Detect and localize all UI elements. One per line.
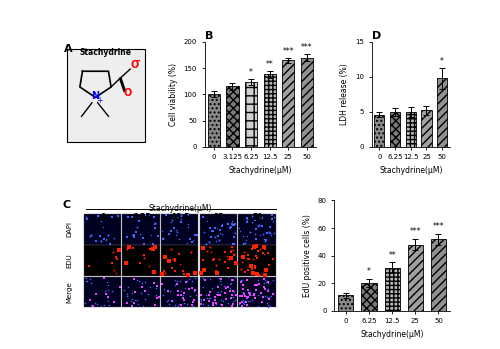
Text: 50: 50 [252,213,262,222]
Text: Stachydrine: Stachydrine [80,48,132,57]
Y-axis label: Cell viability (%): Cell viability (%) [169,63,178,126]
Text: 25: 25 [214,213,224,222]
Bar [245,82,257,147]
Bar [282,60,294,147]
Text: DAPI: DAPI [66,221,72,237]
Bar [67,49,145,141]
Text: O: O [123,88,132,98]
Bar [374,114,384,147]
Bar [238,214,276,245]
Text: -: - [136,56,140,66]
Text: EDU: EDU [66,253,72,268]
Bar [301,58,313,147]
Text: A: A [64,44,73,54]
Text: +: + [96,96,102,105]
Text: ***: *** [410,227,421,236]
Bar [362,283,376,311]
Bar [161,277,198,307]
Bar [408,245,423,311]
Bar [200,277,237,307]
Text: ***: *** [432,222,444,231]
Bar [208,94,220,147]
Bar [238,245,276,276]
X-axis label: Stachydrine(μM): Stachydrine(μM) [228,166,292,175]
Bar [437,78,448,147]
Bar [422,110,432,147]
Bar [390,112,400,147]
Y-axis label: LDH release (%): LDH release (%) [340,64,349,125]
Text: *: * [440,57,444,66]
Bar [338,296,353,311]
Text: **: ** [388,251,396,260]
Text: 6.25: 6.25 [132,213,151,222]
Bar [200,245,237,276]
Text: *: * [367,267,371,276]
Text: 12.5: 12.5 [171,213,190,222]
Bar [264,74,276,147]
Y-axis label: EdU positive cells (%): EdU positive cells (%) [303,214,312,297]
Text: *: * [249,68,253,77]
Bar [384,268,400,311]
Bar [406,112,416,147]
Bar [84,245,122,276]
Text: D: D [372,31,381,41]
Text: **: ** [266,60,274,69]
Bar [84,277,122,307]
Text: Merge: Merge [66,281,72,303]
Text: N: N [90,91,99,101]
Bar [226,87,238,147]
Bar [200,214,237,245]
Bar [238,277,276,307]
Text: ***: *** [282,46,294,55]
Text: Stachydrine(μM): Stachydrine(μM) [148,204,212,213]
Text: ***: *** [301,43,312,52]
Text: B: B [204,31,213,41]
X-axis label: Stachydrine(μM): Stachydrine(μM) [360,330,424,339]
Bar [122,245,160,276]
Bar [431,239,446,311]
Text: C: C [62,200,70,210]
Bar [122,277,160,307]
Bar [122,214,160,245]
Text: 0: 0 [100,213,106,222]
Text: O: O [130,60,138,70]
Bar [161,214,198,245]
X-axis label: Stachydrine(μM): Stachydrine(μM) [379,166,442,175]
Bar [161,245,198,276]
Bar [84,214,122,245]
